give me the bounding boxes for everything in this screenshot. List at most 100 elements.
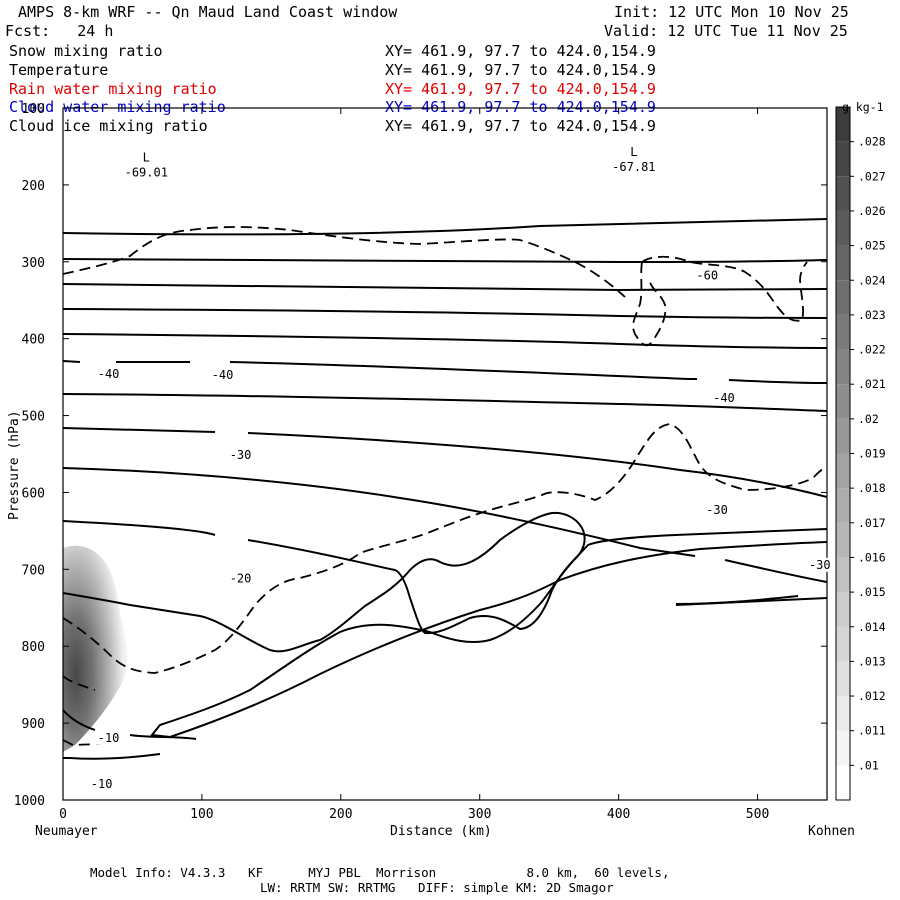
- y-tick-label: 700: [22, 563, 45, 578]
- low-marker: L-69.01: [125, 150, 168, 179]
- isotherm-label: -40: [98, 367, 120, 381]
- contour-label-bg: [693, 268, 724, 283]
- low-marker: L-67.81: [612, 145, 655, 174]
- colorbar-label: .019: [858, 447, 886, 461]
- isotherm-label: -30: [809, 558, 831, 572]
- colorbar-label: .022: [858, 343, 886, 357]
- isotherm-label: -20: [230, 572, 252, 586]
- axes: 0 100 200 300 400 500 100 200 300 400 500 600 700 800…: [14, 102, 827, 822]
- y-tick-label: 1000: [14, 794, 45, 809]
- colorbar-segment: [836, 453, 850, 489]
- x-tick-label: 200: [329, 807, 352, 822]
- model-info-line2: LW: RRTM SW: RRTMG DIFF: simple KM: 2D S…: [260, 880, 614, 895]
- field-xy-temperature: XY= 461.9, 97.7 to 424.0,154.9: [385, 61, 656, 79]
- colorbar-segment: [836, 557, 850, 593]
- colorbar-segment: [836, 592, 850, 627]
- contour-label-bg: [226, 447, 257, 462]
- colorbar-segment: [836, 765, 850, 800]
- contour-label-bg: [94, 367, 125, 382]
- isotherm-label: -10: [98, 731, 120, 745]
- colorbar-label: .011: [858, 724, 886, 738]
- field-xy-snow: XY= 461.9, 97.7 to 424.0,154.9: [385, 42, 656, 60]
- colorbar-label: .018: [858, 481, 886, 495]
- low-value: -67.81: [612, 160, 655, 174]
- contour-label-bg: [226, 571, 257, 586]
- y-tick-label: 200: [22, 179, 45, 194]
- x-tick-label: 0: [59, 807, 67, 822]
- chart-title: AMPS 8-km WRF -- Qn Maud Land Coast wind…: [18, 3, 398, 21]
- contour-label-bg: [87, 776, 118, 791]
- contour-label-bg: [703, 503, 734, 518]
- colorbar-segment: [836, 488, 850, 523]
- isotherm-label: -60: [696, 269, 718, 283]
- colorbar-label: .028: [858, 135, 886, 149]
- isotherm-label: -40: [713, 391, 735, 405]
- y-tick-label: 400: [22, 333, 45, 348]
- colorbar-segment: [836, 522, 850, 558]
- model-info-line1: Model Info: V4.3.3 KF MYJ PBL Morrison 8…: [90, 865, 670, 880]
- field-name-temperature: Temperature: [9, 61, 109, 79]
- low-symbol: L: [143, 150, 150, 164]
- field-name-rain: Rain water mixing ratio: [9, 80, 217, 98]
- colorbar-segment: [836, 384, 850, 419]
- colorbar-segment: [836, 210, 850, 246]
- field-xy-rain: XY= 461.9, 97.7 to 424.0,154.9: [385, 80, 656, 98]
- isotherm-label: -30: [230, 448, 252, 462]
- field-name-cloud-water: Cloud water mixing ratio: [9, 98, 226, 116]
- colorbar-segment: [836, 280, 850, 315]
- colorbar-label: .01: [858, 758, 879, 772]
- field-xy-cloud-ice: XY= 461.9, 97.7 to 424.0,154.9: [385, 117, 656, 135]
- temperature-contours: [63, 218, 827, 760]
- colorbar-segment: [836, 107, 850, 142]
- colorbar-label: .015: [858, 585, 886, 599]
- colorbar-label: .025: [858, 239, 886, 253]
- x-tick-label: 500: [746, 807, 769, 822]
- init-time: Init: 12 UTC Mon 10 Nov 25: [614, 3, 849, 21]
- x-tick-label: 100: [190, 807, 213, 822]
- x-axis-label: Distance (km): [390, 824, 492, 839]
- colorbar-segment: [836, 245, 850, 281]
- isotherm-label: -30: [706, 503, 728, 517]
- field-xy-cloud-water: XY= 461.9, 97.7 to 424.0,154.9: [385, 98, 656, 116]
- field-name-snow: Snow mixing ratio: [9, 42, 163, 60]
- y-tick-label: 900: [22, 717, 45, 732]
- y-tick-label: 100: [22, 102, 45, 117]
- colorbar-label: .024: [858, 273, 886, 287]
- low-symbol: L: [630, 145, 637, 159]
- colorbar-segment: [836, 349, 850, 385]
- plot-frame: [62, 107, 828, 801]
- colorbar-segment: [836, 176, 850, 211]
- left-endpoint-label: Neumayer: [35, 824, 98, 839]
- colorbar-label: .014: [858, 620, 886, 634]
- valid-time: Valid: 12 UTC Tue 11 Nov 25: [604, 22, 848, 40]
- colorbar-label: .02: [858, 412, 879, 426]
- colorbar-label: .016: [858, 550, 886, 564]
- field-name-cloud-ice: Cloud ice mixing ratio: [9, 117, 208, 135]
- y-tick-label: 300: [22, 256, 45, 271]
- x-tick-label: 300: [468, 807, 491, 822]
- colorbar-segment: [836, 314, 850, 350]
- contour-label-bg: [710, 390, 741, 405]
- colorbar-segment: [836, 626, 850, 662]
- isotherm-label: -40: [212, 368, 234, 382]
- cloud-ice-contours: [63, 226, 827, 746]
- colorbar-label: .012: [858, 689, 886, 703]
- colorbar-segment: [836, 141, 850, 177]
- contour-label-bg: [94, 730, 125, 745]
- colorbar-segment: [836, 418, 850, 454]
- colorbar-label: .027: [858, 169, 886, 183]
- contour-label-bg: [208, 367, 239, 382]
- y-tick-label: 600: [22, 486, 45, 501]
- colorbar-label: .021: [858, 377, 886, 391]
- snow-shading: [63, 545, 128, 752]
- x-tick-label: 400: [607, 807, 630, 822]
- colorbar: .01 .011 .012 .013 .014 .015 .016 .017 .018 .019.…: [835, 106, 886, 801]
- colorbar-segment: [836, 730, 850, 766]
- forecast-hour: Fcst: 24 h: [5, 22, 114, 40]
- colorbar-segment: [836, 661, 850, 697]
- colorbar-unit: g kg-1: [842, 100, 884, 114]
- y-axis-label: Pressure (hPa): [7, 410, 22, 520]
- colorbar-label: .017: [858, 516, 886, 530]
- isotherm-label: -10: [91, 777, 113, 791]
